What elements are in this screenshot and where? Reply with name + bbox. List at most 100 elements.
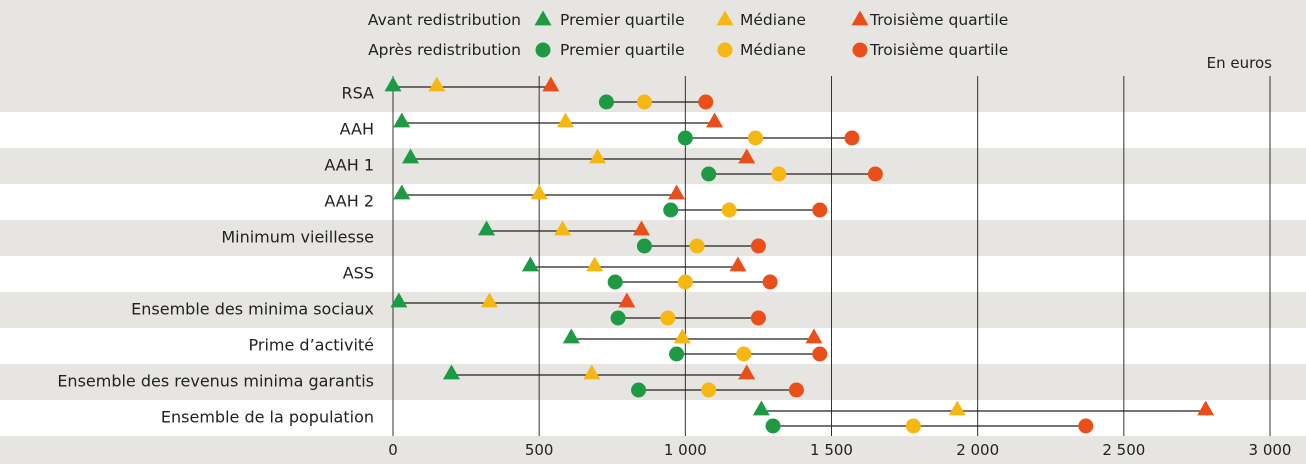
legend-stat-label: Premier quartile: [560, 41, 685, 59]
row-band: [0, 256, 1306, 292]
avant-median-marker: [480, 292, 498, 308]
avant-median-marker: [586, 256, 604, 272]
legend-q1-triangle: [534, 10, 552, 26]
apres-median-marker: [636, 94, 652, 110]
x-tick-label: 2 500: [1102, 441, 1145, 459]
apres-q3-marker: [844, 130, 860, 146]
avant-median-marker: [673, 328, 691, 344]
x-tick-label: 2 000: [956, 441, 999, 459]
apres-q1-marker: [663, 202, 679, 218]
avant-median-marker: [530, 184, 548, 200]
apres-q1-marker: [631, 382, 647, 398]
apres-q1-marker: [598, 94, 614, 110]
apres-q1-marker: [701, 166, 717, 182]
avant-q1-marker: [521, 256, 539, 272]
apres-q1-marker: [669, 346, 685, 362]
avant-q1-marker: [752, 400, 770, 416]
avant-q1-marker: [393, 112, 411, 128]
legend-stat-label: Troisième quartile: [869, 11, 1008, 29]
avant-q1-marker: [402, 148, 420, 164]
avant-q3-marker: [738, 148, 756, 164]
x-tick-label: 1 500: [810, 441, 853, 459]
legend-stat-label: Médiane: [740, 11, 806, 29]
x-tick-label: 0: [388, 441, 398, 459]
apres-median-marker: [689, 238, 705, 254]
category-label: Prime d’activité: [249, 336, 375, 355]
x-tick-label: 500: [525, 441, 554, 459]
avant-median-marker: [948, 400, 966, 416]
apres-median-marker: [677, 274, 693, 290]
avant-q3-marker: [632, 220, 650, 236]
legend-q1-circle: [535, 42, 551, 58]
avant-median-marker: [589, 148, 607, 164]
apres-q3-marker: [812, 202, 828, 218]
category-label: Minimum vieillesse: [221, 228, 374, 247]
avant-q1-marker: [478, 220, 496, 236]
apres-q3-marker: [762, 274, 778, 290]
apres-median-marker: [721, 202, 737, 218]
legend-q3-triangle: [851, 10, 869, 26]
avant-q3-marker: [668, 184, 686, 200]
row-band: [0, 184, 1306, 220]
row-band: [0, 328, 1306, 364]
category-label: AAH: [340, 120, 374, 139]
apres-median-marker: [701, 382, 717, 398]
apres-q3-marker: [750, 310, 766, 326]
legend-stat-label: Troisième quartile: [869, 41, 1008, 59]
apres-median-marker: [736, 346, 752, 362]
apres-median-marker: [771, 166, 787, 182]
apres-q3-marker: [698, 94, 714, 110]
category-label: AAH 1: [324, 156, 374, 175]
avant-q3-marker: [706, 112, 724, 128]
row-band: [0, 112, 1306, 148]
apres-q1-marker: [636, 238, 652, 254]
avant-q1-marker: [393, 184, 411, 200]
avant-median-marker: [554, 220, 572, 236]
avant-median-marker: [583, 364, 601, 380]
avant-median-marker: [556, 112, 574, 128]
gridlines: [392, 76, 1271, 436]
apres-q1-marker: [677, 130, 693, 146]
category-label: RSA: [341, 84, 374, 103]
unit-label: En euros: [1207, 54, 1273, 72]
category-label: AAH 2: [324, 192, 374, 211]
legend-group-label: Avant redistribution: [368, 11, 521, 29]
x-tick-label: 3 000: [1249, 441, 1292, 459]
avant-q3-marker: [738, 364, 756, 380]
data-marks: [384, 76, 1215, 434]
avant-median-marker: [428, 76, 446, 92]
x-axis: 0 500 1 000 1 500 2 000 2 500 3 000: [388, 441, 1291, 459]
apres-q3-marker: [812, 346, 828, 362]
apres-q3-marker: [867, 166, 883, 182]
row-bands: [0, 112, 1306, 436]
category-labels: RSA AAH AAH 1 AAH 2 Minimum vieillesse ASS Ens…: [57, 84, 374, 427]
legend-stat-label: Premier quartile: [560, 11, 685, 29]
avant-q3-marker: [805, 328, 823, 344]
legend-group-label: Après redistribution: [368, 41, 521, 59]
apres-q1-marker: [607, 274, 623, 290]
avant-q3-marker: [542, 76, 560, 92]
avant-q1-marker: [390, 292, 408, 308]
apres-q3-marker: [750, 238, 766, 254]
avant-q1-marker: [442, 364, 460, 380]
legend-stat-label: Médiane: [740, 41, 806, 59]
category-label: Ensemble des minima sociaux: [131, 300, 374, 319]
avant-q3-marker: [1197, 400, 1215, 416]
apres-median-marker: [747, 130, 763, 146]
category-label: ASS: [343, 264, 374, 283]
legend-q3-circle: [852, 42, 868, 58]
avant-q3-marker: [729, 256, 747, 272]
avant-q1-marker: [384, 76, 402, 92]
avant-q1-marker: [562, 328, 580, 344]
x-tick-label: 1 000: [664, 441, 707, 459]
apres-q1-marker: [610, 310, 626, 326]
category-label: Ensemble de la population: [161, 408, 374, 427]
legend-med-circle: [717, 42, 733, 58]
avant-q3-marker: [618, 292, 636, 308]
apres-q3-marker: [788, 382, 804, 398]
apres-q3-marker: [1078, 418, 1094, 434]
legend: Avant redistribution Premier quartile Médi…: [368, 10, 1008, 59]
apres-median-marker: [905, 418, 921, 434]
legend-med-triangle: [716, 10, 734, 26]
